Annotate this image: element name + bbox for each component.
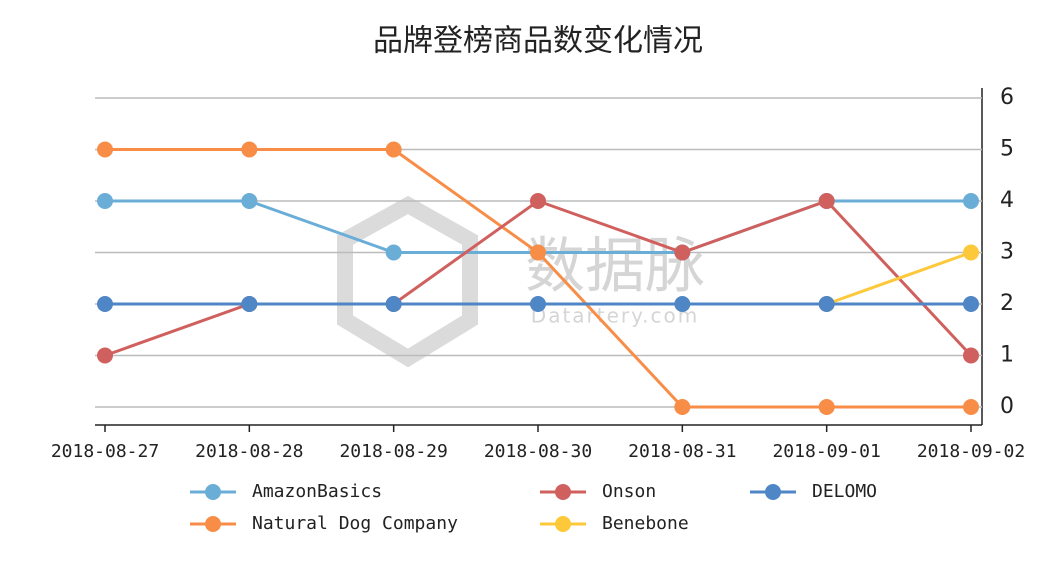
point	[963, 296, 979, 312]
legend-label: AmazonBasics	[252, 481, 382, 502]
legend-marker	[765, 484, 781, 500]
point	[674, 399, 691, 415]
point	[385, 296, 402, 312]
y-tick-label: 6	[1000, 85, 1014, 110]
y-tick-label: 3	[1000, 240, 1014, 265]
y-tick-label: 5	[1000, 137, 1014, 162]
point	[385, 141, 402, 158]
point	[963, 399, 979, 415]
legend-label: Onson	[602, 481, 656, 502]
watermark-title: 数据脉	[525, 232, 705, 302]
point	[963, 244, 979, 261]
point	[818, 296, 835, 312]
y-tick-label: 1	[1000, 343, 1014, 368]
x-tick-label: 2018-09-02	[917, 441, 1025, 462]
y-tick-label: 4	[1000, 188, 1014, 213]
point	[97, 141, 113, 158]
point	[97, 296, 113, 312]
legend-marker	[555, 516, 571, 532]
point	[963, 193, 979, 209]
x-tick-label: 2018-08-30	[484, 441, 592, 462]
x-tick-label: 2018-08-29	[339, 441, 447, 462]
x-tick-label: 2018-08-28	[195, 441, 303, 462]
point	[530, 193, 546, 209]
chart-title: 品牌登榜商品数变化情况	[373, 24, 703, 59]
point	[241, 296, 258, 312]
point	[818, 193, 835, 209]
point	[674, 244, 691, 261]
y-tick-label: 2	[1000, 291, 1014, 316]
point	[963, 347, 979, 364]
x-tick-label: 2018-08-27	[51, 441, 159, 462]
legend-label: Natural Dog Company	[252, 513, 458, 534]
legend-marker	[205, 516, 221, 532]
point	[97, 193, 113, 209]
point	[530, 244, 546, 261]
watermark-subtitle: Datartery.com	[531, 304, 699, 328]
point	[241, 193, 258, 209]
point	[818, 399, 835, 415]
y-tick-label: 0	[1000, 394, 1014, 419]
point	[241, 141, 258, 158]
legend-label: DELOMO	[812, 481, 877, 502]
x-tick-label: 2018-09-01	[772, 441, 880, 462]
watermark-logo	[337, 195, 478, 368]
x-tick-label: 2018-08-31	[628, 441, 736, 462]
series-line	[826, 251, 972, 306]
legend-marker	[555, 484, 571, 500]
point	[674, 296, 691, 312]
point	[530, 296, 546, 312]
watermark: 数据脉 Datartery.com	[337, 195, 705, 368]
legend-label: Benebone	[602, 513, 689, 534]
point	[385, 244, 402, 261]
point	[97, 347, 113, 364]
legend-marker	[205, 484, 221, 500]
